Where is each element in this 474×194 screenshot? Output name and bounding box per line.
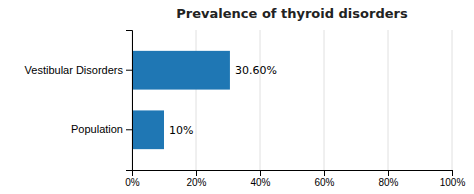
bars (132, 51, 230, 149)
grid-line (324, 30, 325, 170)
tick-mark (324, 170, 325, 176)
tick-label: 20% (186, 177, 206, 188)
grid (132, 30, 452, 170)
tick-label: Vestibular Disorders (25, 64, 124, 76)
tick-mark (452, 170, 453, 176)
bar (132, 110, 164, 149)
tick: Population (71, 123, 132, 135)
tick-mark (126, 70, 132, 71)
tick-mark (260, 170, 261, 176)
x-axis: 0% 20% 40% 60% 80% 100% (125, 170, 465, 188)
title: Prevalence of thyroid disorders (176, 6, 408, 21)
tick-label: Population (71, 123, 123, 135)
tick: Vestibular Disorders (25, 64, 132, 76)
tick-label: 80% (378, 177, 398, 188)
tick: 80% (378, 170, 398, 188)
axis-line (126, 31, 133, 171)
tick: 60% (314, 170, 334, 188)
data-label: 30.60% (235, 64, 277, 77)
tick: 40% (250, 170, 270, 188)
chart: Prevalence of thyroid disorders 0% 20% 40% 6… (0, 0, 474, 194)
tick-mark (196, 170, 197, 176)
tick-mark (388, 170, 389, 176)
bar (132, 51, 230, 90)
grid-line (452, 30, 453, 170)
tick-mark (126, 129, 132, 130)
grid-line (388, 30, 389, 170)
tick: 20% (186, 170, 206, 188)
data-label: 10% (169, 124, 193, 137)
plot: 0% 20% 40% 60% 80% 100% Population Vestibular D… (25, 30, 466, 188)
tick-label: 0% (125, 177, 140, 188)
data-labels: 10% 30.60% (169, 64, 277, 137)
tick: 0% (125, 170, 140, 188)
tick-label: 40% (250, 177, 270, 188)
tick: 100% (440, 170, 466, 188)
axis-line (133, 171, 453, 177)
grid-line (260, 30, 261, 170)
y-axis: Population Vestibular Disorders (25, 31, 133, 171)
tick-label: 60% (314, 177, 334, 188)
tick-label: 100% (440, 177, 466, 188)
